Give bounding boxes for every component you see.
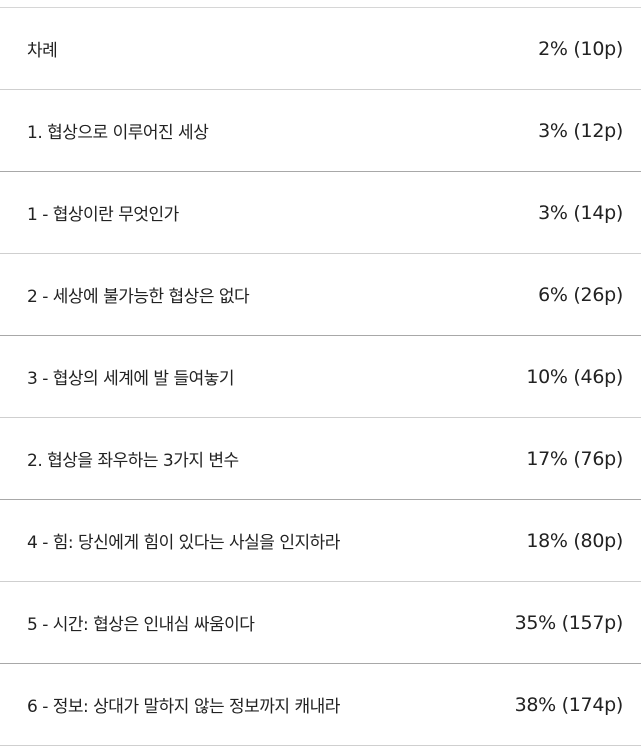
toc-item-position: 18% (80p) xyxy=(526,529,623,552)
toc-item-title: 3 - 협상의 세계에 발 들여놓기 xyxy=(27,369,235,389)
toc-item[interactable]: 4 - 힘: 당신에게 힘이 있다는 사실을 인지하라 18% (80p) xyxy=(0,500,641,582)
toc-item-title: 차례 xyxy=(27,41,58,61)
toc-item-title: 2 - 세상에 불가능한 협상은 없다 xyxy=(27,287,250,307)
toc-item-title: 6 - 정보: 상대가 말하지 않는 정보까지 캐내라 xyxy=(27,697,340,717)
toc-item-title: 5 - 시간: 협상은 인내심 싸움이다 xyxy=(27,615,255,635)
toc-item[interactable]: 2. 협상을 좌우하는 3가지 변수 17% (76p) xyxy=(0,418,641,500)
table-of-contents: 차례 2% (10p) 1. 협상으로 이루어진 세상 3% (12p) 1 - 협… xyxy=(0,7,641,746)
toc-item-title: 4 - 힘: 당신에게 힘이 있다는 사실을 인지하라 xyxy=(27,533,340,553)
toc-item[interactable]: 1. 협상으로 이루어진 세상 3% (12p) xyxy=(0,90,641,172)
toc-item-title: 2. 협상을 좌우하는 3가지 변수 xyxy=(27,451,239,471)
toc-item-position: 38% (174p) xyxy=(514,693,624,716)
toc-item-title: 1 - 협상이란 무엇인가 xyxy=(27,205,179,225)
toc-item-position: 35% (157p) xyxy=(514,611,624,634)
toc-item[interactable]: 5 - 시간: 협상은 인내심 싸움이다 35% (157p) xyxy=(0,582,641,664)
toc-item[interactable]: 6 - 정보: 상대가 말하지 않는 정보까지 캐내라 38% (174p) xyxy=(0,664,641,746)
toc-item-position: 2% (10p) xyxy=(538,37,623,60)
toc-item-position: 6% (26p) xyxy=(538,283,623,306)
toc-item[interactable]: 2 - 세상에 불가능한 협상은 없다 6% (26p) xyxy=(0,254,641,336)
toc-item-position: 3% (14p) xyxy=(538,201,623,224)
toc-item[interactable]: 1 - 협상이란 무엇인가 3% (14p) xyxy=(0,172,641,254)
toc-item-position: 3% (12p) xyxy=(538,119,623,142)
toc-item-title: 1. 협상으로 이루어진 세상 xyxy=(27,123,209,143)
toc-item[interactable]: 3 - 협상의 세계에 발 들여놓기 10% (46p) xyxy=(0,336,641,418)
toc-item-position: 17% (76p) xyxy=(526,447,623,470)
toc-item-position: 10% (46p) xyxy=(526,365,623,388)
toc-item[interactable]: 차례 2% (10p) xyxy=(0,8,641,90)
